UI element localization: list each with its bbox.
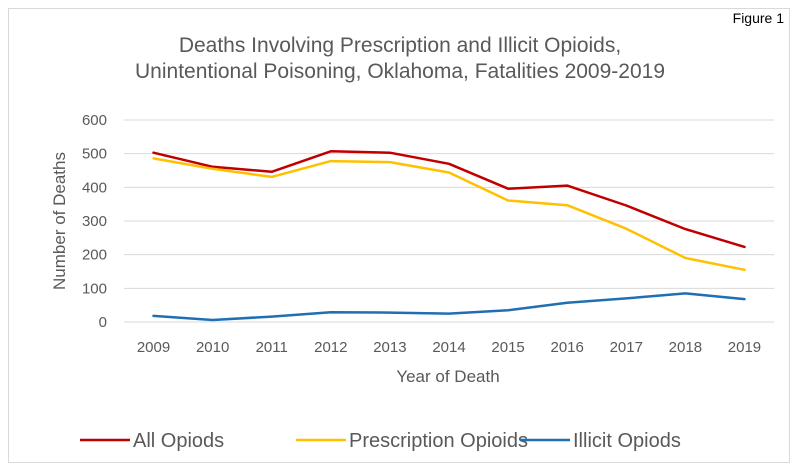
x-tick-label: 2017 — [610, 339, 643, 356]
x-tick-label: 2015 — [491, 339, 524, 356]
legend-label: Illicit Opiods — [573, 430, 681, 452]
chart-title-line-1: Deaths Involving Prescription and Illici… — [178, 34, 622, 57]
y-tick-label: 600 — [82, 112, 107, 129]
figure-label: Figure 1 — [732, 10, 784, 26]
x-tick-label: 2009 — [137, 339, 170, 356]
x-tick-label: 2011 — [256, 339, 288, 356]
y-axis-title: Number of Deaths — [50, 152, 69, 290]
chart-title-line-2: Unintentional Poisoning, Oklahoma, Fatal… — [135, 60, 665, 83]
x-tick-label: 2014 — [432, 339, 465, 356]
x-axis-ticks: 2009 2010 2011 2012 2013 2014 2015 2016 2017 2018… — [137, 339, 761, 356]
chart-frame — [8, 8, 790, 463]
x-tick-label: 2010 — [196, 339, 229, 356]
x-tick-label: 2012 — [314, 339, 347, 356]
legend: All Opiods Prescription Opioids Illicit Op… — [80, 430, 681, 452]
series-line-illicit-opiods — [152, 292, 746, 322]
legend-label: All Opiods — [133, 430, 224, 452]
x-tick-label: 2019 — [728, 339, 761, 356]
y-tick-label: 100 — [82, 280, 107, 297]
y-tick-label: 0 — [99, 314, 107, 331]
x-axis-title: Year of Death — [396, 367, 499, 386]
y-tick-label: 300 — [82, 213, 107, 230]
x-tick-label: 2018 — [669, 339, 702, 356]
y-axis-ticks: 0 100 200 300 400 500 600 — [82, 112, 107, 331]
series-line-prescription-opioids — [152, 157, 746, 272]
x-tick-label: 2016 — [550, 339, 583, 356]
series-lines — [152, 150, 746, 322]
series-line-all-opiods — [152, 150, 746, 249]
x-tick-label: 2013 — [373, 339, 406, 356]
y-tick-label: 200 — [82, 247, 107, 264]
gridlines — [124, 119, 774, 323]
y-tick-label: 500 — [82, 146, 107, 163]
legend-label: Prescription Opioids — [349, 430, 528, 452]
y-tick-label: 400 — [82, 179, 107, 196]
